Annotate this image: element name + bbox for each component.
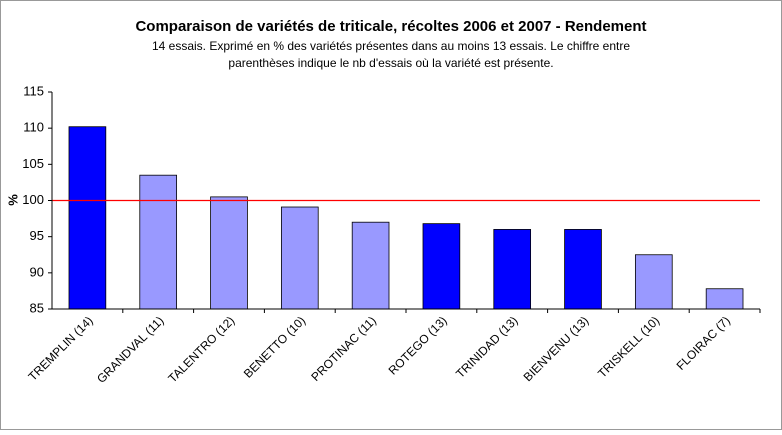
y-tick-label: 90 (30, 264, 44, 279)
chart-subtitle: 14 essais. Exprimé en % des variétés pré… (152, 39, 630, 53)
y-tick-label: 100 (22, 192, 44, 207)
bar (422, 223, 461, 310)
y-tick-label: 110 (23, 120, 44, 135)
y-tick-label: 115 (23, 83, 44, 98)
y-tick-label: 95 (30, 228, 44, 243)
bar (493, 229, 532, 310)
bar (280, 206, 319, 310)
y-tick-label: 85 (30, 300, 44, 315)
bar (705, 288, 744, 310)
bar (139, 174, 178, 310)
y-tick-label: 105 (22, 156, 44, 171)
bar (634, 254, 673, 310)
chart-title: Comparaison de variétés de triticale, ré… (135, 18, 646, 35)
bar (68, 126, 107, 310)
bar (564, 229, 602, 310)
bar (351, 221, 390, 310)
bar (210, 196, 248, 310)
y-axis-label: % (5, 194, 20, 206)
chart-subtitle: parenthèses indique le nb d'essais où la… (228, 56, 553, 70)
